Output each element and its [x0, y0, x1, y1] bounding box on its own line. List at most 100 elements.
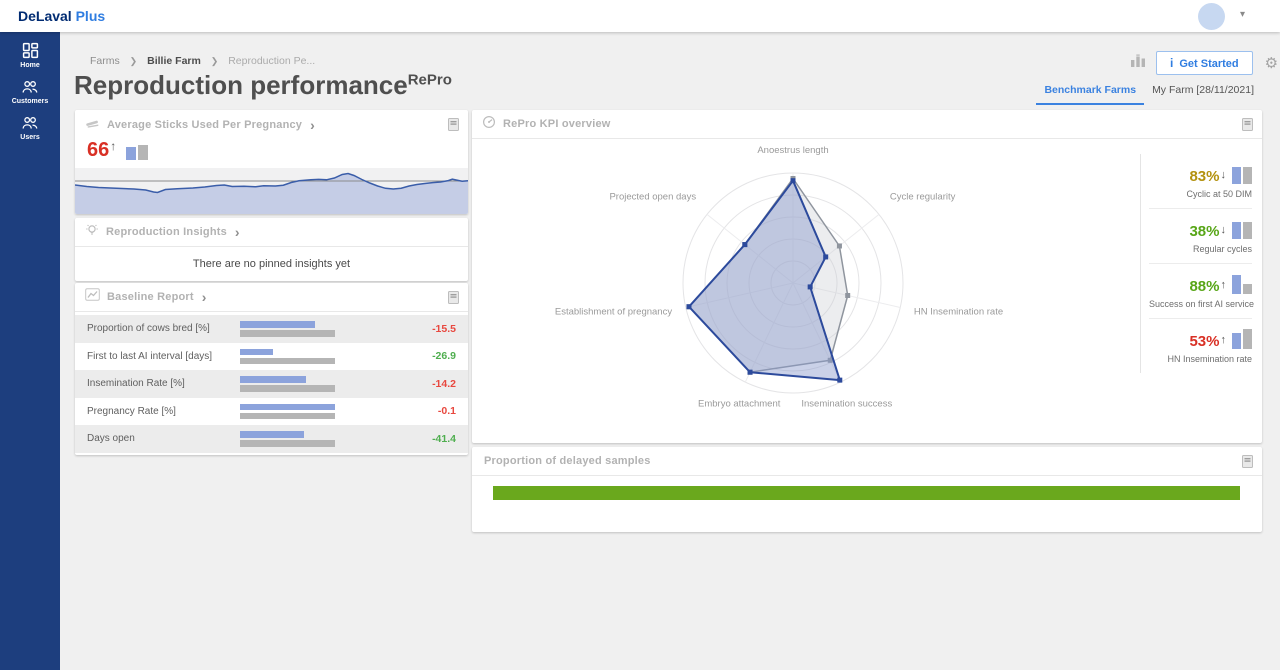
kpi-label: HN Insemination rate — [1167, 354, 1252, 364]
radar-grid-spoke — [706, 214, 794, 284]
get-started-button[interactable]: i Get Started — [1156, 51, 1253, 75]
panel-title-link[interactable]: Reproduction Insights › — [85, 223, 240, 242]
info-icon: i — [1170, 56, 1174, 70]
breadcrumb-separator-icon: ❯ — [129, 56, 138, 66]
kpi-item: 53% ↑ HN Insemination rate — [1149, 318, 1252, 373]
mini-bar — [1232, 333, 1241, 349]
benchmark-bar — [240, 412, 335, 419]
compare-farms-icon[interactable] — [1130, 54, 1146, 73]
sidebar-item-users[interactable]: Users — [0, 105, 60, 141]
panel-header: Reproduction Insights › — [75, 218, 468, 247]
spark-line — [75, 172, 468, 194]
panel-header: Proportion of delayed samples — [472, 447, 1262, 476]
panel-repro-kpi-overview: RePro KPI overview Anoestrus length Cycle… — [472, 110, 1262, 443]
breadcrumb-farms[interactable]: Farms — [90, 55, 120, 67]
benchmark-bar — [240, 440, 335, 447]
radar-axis-label: Projected open days — [609, 192, 696, 203]
kpi-value-row: 38% ↓ — [1149, 219, 1252, 239]
sticks-value: 66 — [87, 139, 110, 161]
card-view-icon[interactable] — [448, 291, 459, 309]
row-delta-value: -26.9 — [432, 350, 456, 363]
gauge-icon — [482, 115, 496, 134]
panel-title-link[interactable]: Baseline Report › — [85, 288, 206, 306]
panel-baseline-report: Baseline Report › Proportion of cows bre… — [75, 283, 468, 455]
row-delta-value: -0.1 — [437, 405, 456, 418]
panel-title: Baseline Report — [107, 291, 194, 303]
page-toolbar: i Get Started ⚙ — [1130, 50, 1278, 76]
kpi-value-row: 83% ↓ — [1149, 164, 1252, 184]
breadcrumb-current: Reproduction Pe... — [228, 55, 316, 67]
tab-benchmark-farms[interactable]: Benchmark Farms — [1036, 80, 1145, 105]
card-view-icon[interactable] — [448, 118, 459, 136]
kpi-item: 88% ↑ Success on first AI service — [1149, 263, 1254, 318]
benchmark-bar — [240, 357, 335, 364]
user-avatar[interactable] — [1198, 3, 1225, 30]
radar-point-farm — [790, 178, 796, 184]
kpi-radar-chart: Anoestrus length Cycle regularity HN Insem… — [472, 140, 1262, 448]
radar-axis-label: Anoestrus length — [757, 145, 828, 156]
lightbulb-icon — [85, 223, 99, 242]
table-row: Insemination Rate [%] -14.2 — [75, 370, 468, 398]
row-label: Pregnancy Rate [%] — [87, 405, 176, 417]
sidebar-item-home[interactable]: Home — [0, 32, 60, 69]
logo-accent: Plus — [75, 8, 106, 24]
chevron-right-icon: › — [201, 289, 207, 305]
radar-point-farm — [747, 369, 753, 375]
tab-my-farm[interactable]: My Farm [28/11/2021] — [1152, 84, 1254, 96]
farm-bar — [240, 348, 274, 355]
radar-series-farm — [688, 179, 841, 382]
panel-delayed-samples: Proportion of delayed samples — [472, 447, 1262, 532]
user-menu-caret-icon[interactable]: ▾ — [1240, 9, 1246, 20]
card-view-icon[interactable] — [1242, 118, 1253, 136]
baseline-table: Proportion of cows bred [%] -15.5 First to… — [75, 315, 468, 453]
line-chart-icon — [85, 288, 100, 306]
mini-bar — [1232, 275, 1241, 294]
settings-gear-icon[interactable]: ⚙ — [1264, 55, 1279, 72]
breadcrumb: Farms ❯ Billie Farm ❯ Reproduction Pe... — [90, 55, 315, 67]
panel-title: Average Sticks Used Per Pregnancy — [107, 118, 303, 131]
panel-header: RePro KPI overview — [472, 110, 1262, 139]
delaval-plus-logo: DeLaval Plus — [18, 8, 105, 24]
card-view-icon[interactable] — [1242, 455, 1253, 473]
row-bars — [240, 348, 340, 364]
row-bars — [240, 431, 340, 447]
kpi-value: 53% — [1189, 333, 1220, 350]
sidebar-item-customers[interactable]: Customers — [0, 69, 60, 105]
panel-title: RePro KPI overview — [503, 118, 611, 130]
panel-title-link[interactable]: Average Sticks Used Per Pregnancy › — [85, 116, 315, 134]
row-delta-value: -14.2 — [432, 377, 456, 390]
mini-bar — [1243, 329, 1252, 349]
farm-bar — [240, 321, 315, 328]
mini-bar — [1243, 167, 1252, 184]
table-row: Days open -41.4 — [75, 425, 468, 453]
panel-header: Average Sticks Used Per Pregnancy › — [75, 110, 468, 139]
kpi-mini-bars — [1230, 329, 1252, 349]
breadcrumb-billie-farm[interactable]: Billie Farm — [147, 55, 201, 67]
panel-title-link: RePro KPI overview — [482, 115, 611, 134]
kpi-summary-column: 83% ↓ Cyclic at 50 DIM 38% ↓ Regular cycles 88… — [1140, 154, 1254, 373]
radar-axis-label: Embryo attachment — [698, 399, 781, 410]
users-people-icon — [0, 115, 60, 131]
sidebar-item-label: Users — [20, 134, 40, 141]
radar-point-farm — [807, 284, 813, 290]
logo-primary: DeLaval — [18, 8, 72, 24]
radar-axis-label: Establishment of pregnancy — [555, 307, 672, 318]
farm-vs-benchmark-mini-bars — [126, 145, 150, 160]
row-label: Insemination Rate [%] — [87, 378, 185, 390]
kpi-label: Cyclic at 50 DIM — [1186, 189, 1252, 199]
mini-bar — [138, 145, 149, 160]
trend-down-arrow-icon: ↓ — [1220, 169, 1227, 181]
mini-bar — [1232, 167, 1241, 184]
table-row: Pregnancy Rate [%] -0.1 — [75, 398, 468, 426]
chevron-right-icon: › — [234, 224, 240, 240]
benchmark-bar — [240, 385, 335, 392]
farm-bar — [240, 431, 304, 438]
row-label: Proportion of cows bred [%] — [87, 323, 210, 335]
customers-people-icon — [0, 79, 60, 95]
radar-point-benchmark — [845, 292, 851, 298]
panel-reproduction-insights: Reproduction Insights › There are no pin… — [75, 218, 468, 281]
sticks-trend-area-chart — [75, 168, 468, 214]
mini-bar — [1243, 222, 1252, 239]
panel-header: Baseline Report › — [75, 283, 468, 312]
panel-title: Reproduction Insights — [106, 226, 227, 238]
